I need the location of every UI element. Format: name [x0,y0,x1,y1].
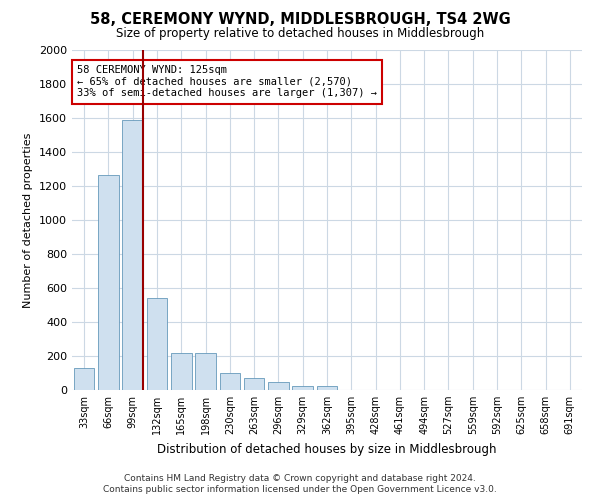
Bar [122,120,143,390]
Bar [268,382,289,390]
Bar [317,386,337,390]
Bar [195,354,216,390]
Bar [98,175,119,390]
Bar [146,298,167,390]
Bar [244,378,265,390]
Bar [171,354,191,390]
Text: 58 CEREMONY WYND: 125sqm
← 65% of detached houses are smaller (2,570)
33% of sem: 58 CEREMONY WYND: 125sqm ← 65% of detach… [77,66,377,98]
Bar [220,373,240,390]
Bar [74,368,94,390]
Text: Size of property relative to detached houses in Middlesbrough: Size of property relative to detached ho… [116,28,484,40]
Text: Contains HM Land Registry data © Crown copyright and database right 2024.
Contai: Contains HM Land Registry data © Crown c… [103,474,497,494]
Bar [292,386,313,390]
Text: 58, CEREMONY WYND, MIDDLESBROUGH, TS4 2WG: 58, CEREMONY WYND, MIDDLESBROUGH, TS4 2W… [89,12,511,28]
Y-axis label: Number of detached properties: Number of detached properties [23,132,34,308]
X-axis label: Distribution of detached houses by size in Middlesbrough: Distribution of detached houses by size … [157,442,497,456]
